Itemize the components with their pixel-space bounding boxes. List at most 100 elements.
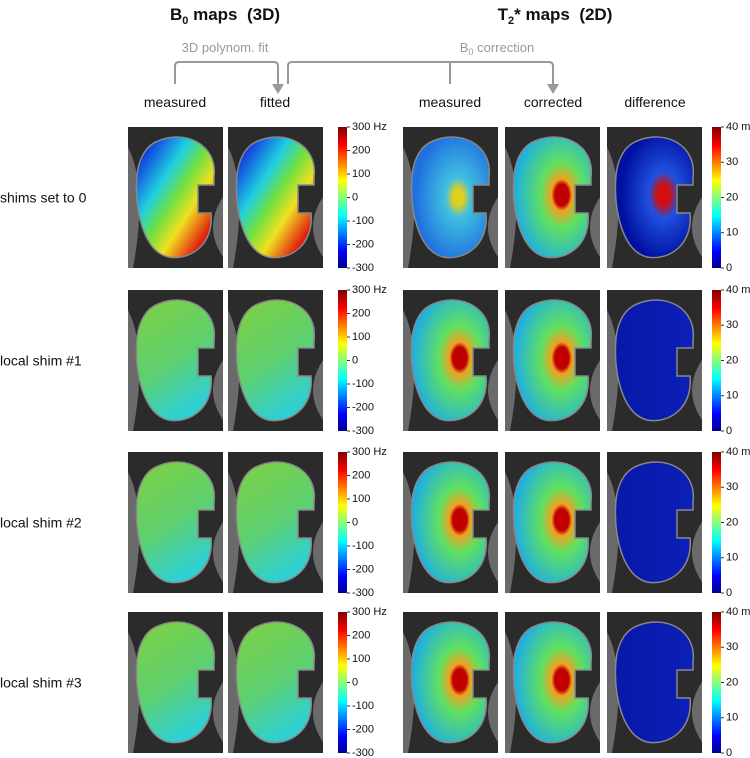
title-sub: 0	[182, 15, 188, 27]
image-panel	[403, 290, 498, 431]
image-panel	[228, 452, 323, 593]
colorbar-tick-label: 10	[726, 390, 738, 402]
colorbar-tick-label: -200	[352, 563, 374, 575]
title-rest: maps (3D)	[188, 5, 280, 24]
arrow-head	[547, 84, 559, 94]
colorbar-tick-label: -200	[352, 401, 374, 413]
title-rest: * maps (2D)	[514, 5, 612, 24]
colorbar-tick-label: 200	[352, 307, 370, 319]
colorbar-tick-label: 200	[352, 629, 370, 641]
colorbar-tick-label: 30	[726, 641, 738, 653]
image-panel	[607, 612, 702, 753]
title-sub: 2	[508, 15, 514, 27]
image-panel	[403, 452, 498, 593]
colorbar-tick-label: 200	[352, 469, 370, 481]
colorbar-tick-label: 40 ms	[726, 606, 750, 618]
colorbar-tick-label: 20	[726, 516, 738, 528]
image-panel	[403, 127, 498, 268]
column-label: measured	[144, 94, 206, 110]
colorbar-tick-label: 30	[726, 481, 738, 493]
colorbar-tick-label: 10	[726, 712, 738, 724]
colorbar	[712, 612, 721, 753]
colorbar-tick-label: 10	[726, 552, 738, 564]
panels: measured fitted measured corrected differenc…	[0, 94, 750, 758]
image-panel	[128, 290, 223, 431]
colorbar-tick-label: 10	[726, 227, 738, 239]
colorbar-tick-label: -100	[352, 700, 374, 712]
colorbar-tick-label: 0	[352, 191, 358, 203]
colorbar-tick-label: -200	[352, 238, 374, 250]
title-main: B	[170, 5, 182, 24]
colorbar-tick-label: 20	[726, 676, 738, 688]
image-panel	[228, 290, 323, 431]
row-label: local shim #1	[0, 353, 82, 369]
arrow-head	[272, 84, 284, 94]
colorbar	[712, 290, 721, 431]
colorbar-tick-label: 40 ms	[726, 284, 750, 296]
label-rest: correction	[473, 40, 534, 55]
image-panel	[228, 127, 323, 268]
colorbar-tick-label: 300 Hz	[352, 606, 387, 618]
arrow-heads	[272, 84, 559, 94]
colorbar	[338, 452, 347, 593]
colorbar	[338, 290, 347, 431]
image-panel	[607, 452, 702, 593]
colorbar-tick-label: -300	[352, 425, 374, 437]
colorbar-tick-label: 0	[352, 516, 358, 528]
b0-title: B0 maps (3D)	[170, 5, 280, 27]
image-panel	[128, 452, 223, 593]
colorbar-tick-label: -300	[352, 587, 374, 599]
row-label: local shim #3	[0, 675, 82, 691]
image-panel	[607, 290, 702, 431]
colorbar-tick-label: 30	[726, 319, 738, 331]
colorbar-tick-label: 0	[726, 262, 732, 274]
image-panel	[607, 127, 702, 268]
row-label: shims set to 0	[0, 190, 87, 206]
image-panel	[403, 612, 498, 753]
correction-bracket	[287, 61, 554, 84]
column-label: difference	[624, 94, 685, 110]
image-panel	[228, 612, 323, 753]
colorbar-tick-label: 100	[352, 168, 370, 180]
colorbar-tick-label: 300 Hz	[352, 121, 387, 133]
colorbar-tick-label: -100	[352, 215, 374, 227]
arrows	[174, 61, 554, 84]
colorbar-tick-label: 0	[726, 587, 732, 599]
t2-title: T2* maps (2D)	[498, 5, 613, 27]
colorbar-tick-label: -300	[352, 262, 374, 274]
colorbar-tick-label: 300 Hz	[352, 284, 387, 296]
label-main: B	[460, 40, 469, 55]
colorbar-tick-label: 100	[352, 493, 370, 505]
colorbar-tick-label: 0	[726, 425, 732, 437]
colorbar-tick-label: 20	[726, 354, 738, 366]
fit-label: 3D polynom. fit	[182, 40, 269, 55]
image-panel	[505, 290, 600, 431]
colorbar-tick-label: 100	[352, 331, 370, 343]
image-panel	[505, 127, 600, 268]
correction-label: B0 correction	[460, 40, 534, 57]
title-main: T	[498, 5, 509, 24]
colorbar-tick-label: -100	[352, 540, 374, 552]
column-label: fitted	[260, 94, 290, 110]
image-panel	[505, 612, 600, 753]
colorbar-tick-label: 0	[352, 354, 358, 366]
colorbar-tick-label: 0	[726, 747, 732, 758]
image-panel	[505, 452, 600, 593]
colorbar-tick-label: 30	[726, 156, 738, 168]
colorbar-tick-label: 0	[352, 676, 358, 688]
colorbar	[338, 612, 347, 753]
colorbar	[338, 127, 347, 268]
colorbar-tick-label: -100	[352, 378, 374, 390]
column-label: corrected	[524, 94, 582, 110]
colorbar-tick-label: -300	[352, 747, 374, 758]
colorbar-tick-label: 20	[726, 191, 738, 203]
colorbar-tick-label: -200	[352, 723, 374, 735]
row-label: local shim #2	[0, 515, 82, 531]
image-panel	[128, 127, 223, 268]
colorbar-tick-label: 100	[352, 653, 370, 665]
colorbar-tick-label: 200	[352, 144, 370, 156]
fit-bracket	[174, 61, 279, 84]
label-sub: 0	[468, 47, 473, 57]
colorbar-tick-label: 40 ms	[726, 446, 750, 458]
